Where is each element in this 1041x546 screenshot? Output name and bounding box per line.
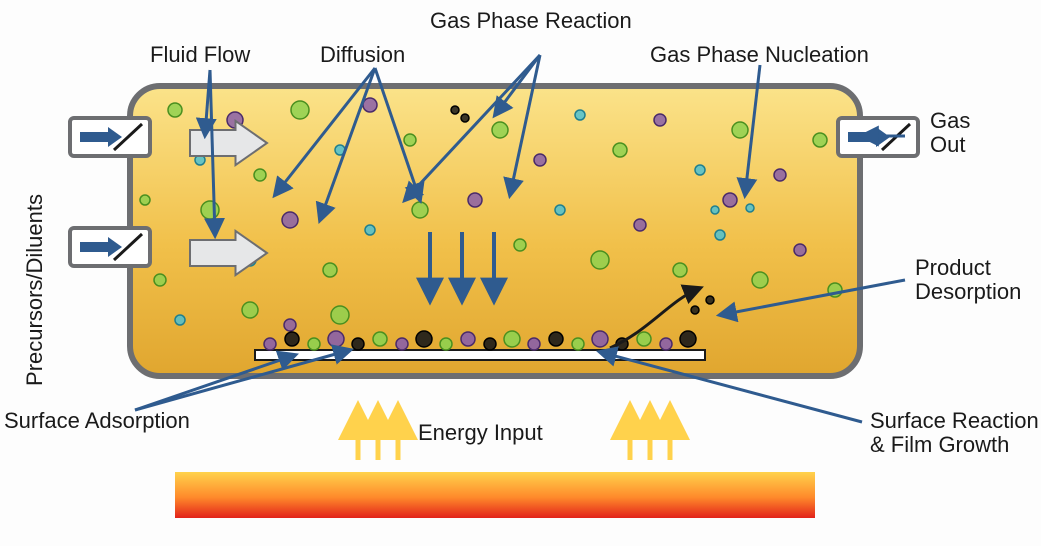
particle	[323, 263, 337, 277]
particle	[575, 110, 585, 120]
surface-particle	[660, 338, 672, 350]
particle	[591, 251, 609, 269]
surface-particle	[549, 332, 563, 346]
heater-rect	[175, 472, 815, 518]
particle	[254, 169, 266, 181]
label-gas-out: GasOut	[930, 108, 970, 157]
particle	[706, 296, 714, 304]
particle	[534, 154, 546, 166]
label-product-desorption: ProductDesorption	[915, 255, 1021, 304]
surface-particle	[264, 338, 276, 350]
particle	[331, 306, 349, 324]
particle	[363, 98, 377, 112]
particle	[752, 272, 768, 288]
surface-particle	[680, 331, 696, 347]
particle	[813, 133, 827, 147]
particle	[175, 315, 185, 325]
surface-particle	[528, 338, 540, 350]
particle	[140, 195, 150, 205]
surface-particle	[352, 338, 364, 350]
particle	[723, 193, 737, 207]
particle	[514, 239, 526, 251]
particle	[468, 193, 482, 207]
surface-particle	[504, 331, 520, 347]
particle	[461, 114, 469, 122]
label-surface-adsorption: Surface Adsorption	[4, 408, 190, 433]
particle	[774, 169, 786, 181]
particle	[404, 134, 416, 146]
surface-particle	[328, 331, 344, 347]
particle	[291, 101, 309, 119]
particle	[154, 274, 166, 286]
label-energy-input: Energy Input	[418, 420, 543, 445]
particle	[492, 122, 508, 138]
label-fluid-flow: Fluid Flow	[150, 42, 250, 67]
particle	[711, 206, 719, 214]
particle	[746, 204, 754, 212]
particle	[555, 205, 565, 215]
particle	[673, 263, 687, 277]
particle	[168, 103, 182, 117]
surface-particle	[592, 331, 608, 347]
surface-particle	[416, 331, 432, 347]
particle	[732, 122, 748, 138]
surface-particle	[285, 332, 299, 346]
particle	[365, 225, 375, 235]
particle	[284, 319, 296, 331]
particle	[695, 165, 705, 175]
surface-particle	[637, 332, 651, 346]
heater-bar	[175, 472, 815, 518]
label-gas-phase-reaction: Gas Phase Reaction	[430, 8, 632, 33]
particle	[412, 202, 428, 218]
label-gas-phase-nucleation: Gas Phase Nucleation	[650, 42, 869, 67]
surface-particle	[572, 338, 584, 350]
label-surface-reaction: Surface Reaction& Film Growth	[870, 408, 1039, 457]
particle	[613, 143, 627, 157]
particle	[691, 306, 699, 314]
label-diffusion: Diffusion	[320, 42, 405, 67]
particle	[242, 302, 258, 318]
label-precursors: Precursors/Diluents	[22, 194, 47, 386]
particle	[794, 244, 806, 256]
particle	[654, 114, 666, 126]
surface-particle	[484, 338, 496, 350]
cvd-diagram: Gas Phase Reaction Fluid Flow Diffusion Gas…	[0, 0, 1041, 546]
surface-particle	[396, 338, 408, 350]
particle	[201, 201, 219, 219]
surface-particle	[373, 332, 387, 346]
surface-particle	[440, 338, 452, 350]
particle	[282, 212, 298, 228]
particle	[715, 230, 725, 240]
surface-particle	[461, 332, 475, 346]
particle	[634, 219, 646, 231]
surface-particle	[308, 338, 320, 350]
particle	[451, 106, 459, 114]
